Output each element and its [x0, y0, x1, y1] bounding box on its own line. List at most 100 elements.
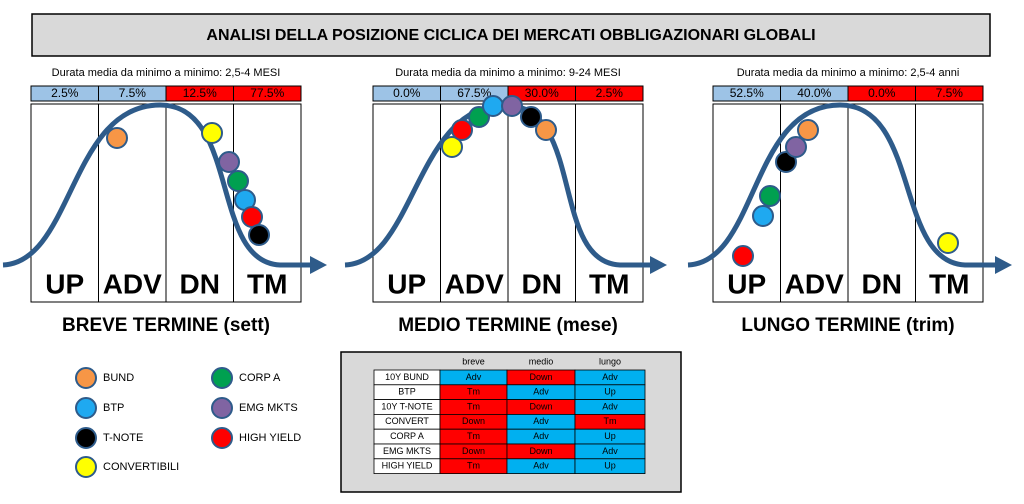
- cycle-curve: [687, 102, 1000, 268]
- table-cell-text: Down: [529, 372, 552, 382]
- legend-dot: [211, 427, 233, 449]
- share-text: 30.0%: [525, 86, 559, 100]
- table-cell-text: Down: [462, 446, 485, 456]
- share-text: 7.5%: [119, 86, 147, 100]
- share-text: 77.5%: [250, 86, 284, 100]
- share-text: 2.5%: [596, 86, 624, 100]
- table-cell-text: Down: [462, 416, 485, 426]
- panel-label: MEDIO TERMINE (mese): [398, 315, 618, 336]
- phase-label: ADV: [445, 268, 504, 299]
- table-cell-text: Down: [529, 401, 552, 411]
- panel-label: LUNGO TERMINE (trim): [741, 315, 954, 336]
- table-cell-text: Down: [529, 446, 552, 456]
- share-text: 52.5%: [730, 86, 764, 100]
- table-cell-text: Adv: [602, 401, 618, 411]
- row-label: CORP A: [390, 431, 424, 441]
- asset-dot: [227, 170, 249, 192]
- share-text: 2.5%: [51, 86, 79, 100]
- phase-label: ADV: [103, 268, 162, 299]
- asset-dot: [201, 122, 223, 144]
- table-cell-text: Up: [604, 431, 616, 441]
- table-cell-text: Tm: [467, 401, 480, 411]
- asset-dot: [535, 119, 557, 141]
- duration: Durata media da minimo a minimo: 2,5-4 a…: [737, 67, 960, 79]
- table-cell-text: Tm: [467, 461, 480, 471]
- duration: Durata media da minimo a minimo: 9-24 ME…: [395, 67, 621, 79]
- share-text: 40.0%: [797, 86, 831, 100]
- share-cell: [915, 85, 984, 102]
- table-cell: [574, 458, 646, 474]
- row-label: HIGH YIELD: [382, 461, 433, 471]
- asset-dot: [752, 205, 774, 227]
- asset-dot: [732, 245, 754, 267]
- duration: Durata media da minimo a minimo: 2,5-4 M…: [52, 67, 281, 79]
- table-cell-text: Adv: [602, 446, 618, 456]
- row-label: EMG MKTS: [383, 446, 431, 456]
- phase-label: UP: [387, 268, 426, 299]
- table-cell-text: Adv: [533, 387, 549, 397]
- legend-label: T-NOTE: [103, 432, 143, 444]
- asset-dot: [937, 232, 959, 254]
- legend-dot: [211, 397, 233, 419]
- asset-dot: [785, 136, 807, 158]
- phase-label: DN: [862, 268, 902, 299]
- legend-dot: [211, 367, 233, 389]
- phase-label: TM: [247, 268, 287, 299]
- legend-label: EMG MKTS: [239, 402, 298, 414]
- legend-label: CORP A: [239, 372, 281, 384]
- cycle-curve: [2, 102, 315, 268]
- asset-dot: [482, 95, 504, 117]
- asset-dot: [797, 119, 819, 141]
- title-box: [31, 13, 991, 57]
- legend-label: CONVERTIBILI: [103, 461, 179, 473]
- table-cell-text: Up: [604, 461, 616, 471]
- share-text: 0.0%: [393, 86, 421, 100]
- share-text: 67.5%: [457, 86, 491, 100]
- share-text: 0.0%: [868, 86, 896, 100]
- asset-dot: [106, 127, 128, 149]
- table-cell-text: Tm: [604, 416, 617, 426]
- phase-label: TM: [589, 268, 629, 299]
- row-label: BTP: [398, 387, 416, 397]
- phase-label: DN: [180, 268, 220, 299]
- asset-dot: [520, 106, 542, 128]
- cycle-curve: [344, 102, 655, 268]
- phase-label: DN: [522, 268, 562, 299]
- cycle-arrow: [310, 256, 327, 274]
- asset-dot: [501, 95, 523, 117]
- asset-dot: [441, 136, 463, 158]
- asset-dot: [248, 224, 270, 246]
- legend-label: HIGH YIELD: [239, 432, 301, 444]
- legend-dot: [75, 456, 97, 478]
- asset-dot: [218, 151, 240, 173]
- asset-dot: [759, 185, 781, 207]
- phase-label: UP: [45, 268, 84, 299]
- table-cell-text: Tm: [467, 431, 480, 441]
- title: ANALISI DELLA POSIZIONE CICLICA DEI MERC…: [206, 27, 815, 44]
- table-header: medio: [529, 356, 554, 366]
- table-cell-text: Tm: [467, 387, 480, 397]
- table-cell-text: Adv: [533, 431, 549, 441]
- share-text: 12.5%: [183, 86, 217, 100]
- table-cell-text: Adv: [533, 461, 549, 471]
- row-label: CONVERT: [385, 416, 429, 426]
- legend-dot: [75, 427, 97, 449]
- legend-dot: [75, 367, 97, 389]
- legend-dot: [75, 397, 97, 419]
- row-label: 10Y BUND: [385, 372, 429, 382]
- phase-label: TM: [929, 268, 969, 299]
- table-cell-text: Adv: [533, 416, 549, 426]
- table-cell-text: Adv: [466, 372, 482, 382]
- cycle-arrow: [650, 256, 667, 274]
- legend-label: BTP: [103, 402, 124, 414]
- asset-dot: [451, 119, 473, 141]
- share-cell: [233, 85, 302, 102]
- share-text: 7.5%: [936, 86, 964, 100]
- asset-dot: [775, 151, 797, 173]
- table-cell-text: Adv: [602, 372, 618, 382]
- panel-label: BREVE TERMINE (sett): [62, 315, 270, 336]
- phase-label: ADV: [785, 268, 844, 299]
- legend-label: BUND: [103, 372, 134, 384]
- share-cell: [575, 85, 644, 102]
